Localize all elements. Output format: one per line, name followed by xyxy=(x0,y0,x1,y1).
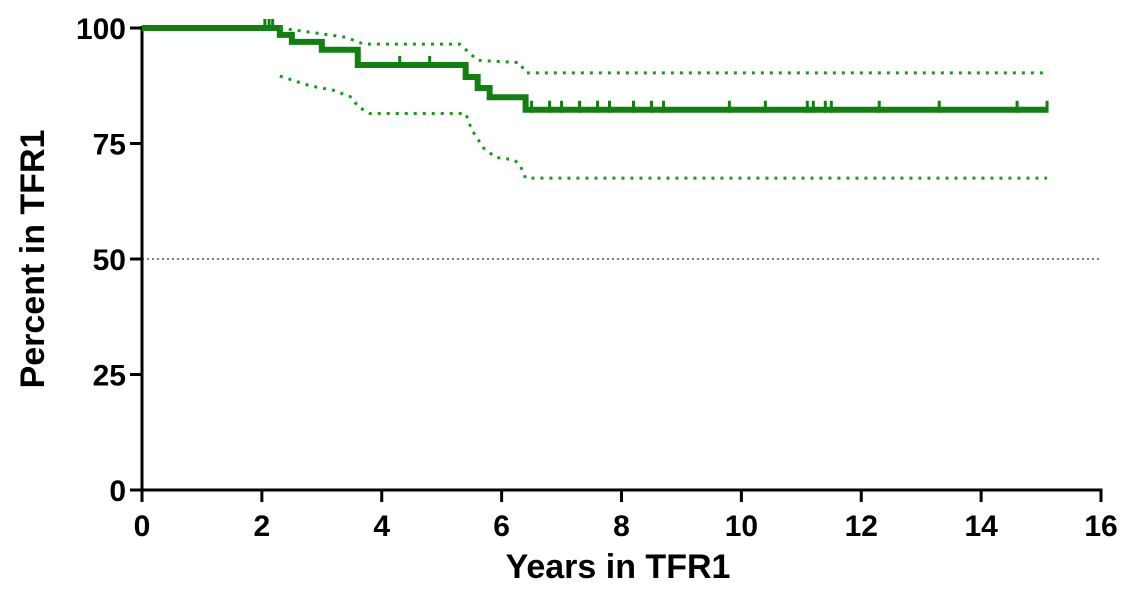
y-tick-label: 25 xyxy=(93,360,126,393)
y-tick-label: 100 xyxy=(76,13,126,46)
y-tick-label: 75 xyxy=(93,129,126,162)
x-tick-label: 12 xyxy=(845,510,878,543)
x-tick-label: 4 xyxy=(373,510,390,543)
y-tick-label: 50 xyxy=(93,244,126,277)
ci-line xyxy=(279,74,1048,180)
survival-line xyxy=(142,25,1048,113)
x-axis-label: Years in TFR1 xyxy=(506,548,731,586)
x-tick-label: 14 xyxy=(964,510,998,543)
x-tick-label: 0 xyxy=(134,510,151,543)
y-tick-label: 0 xyxy=(109,475,126,508)
x-tick-label: 2 xyxy=(254,510,271,543)
y-axis-label: Percent in TFR1 xyxy=(14,130,52,389)
x-tick-label: 8 xyxy=(613,510,630,543)
x-tick-label: 6 xyxy=(493,510,510,543)
x-tick-label: 16 xyxy=(1084,510,1117,543)
x-tick-label: 10 xyxy=(725,510,758,543)
